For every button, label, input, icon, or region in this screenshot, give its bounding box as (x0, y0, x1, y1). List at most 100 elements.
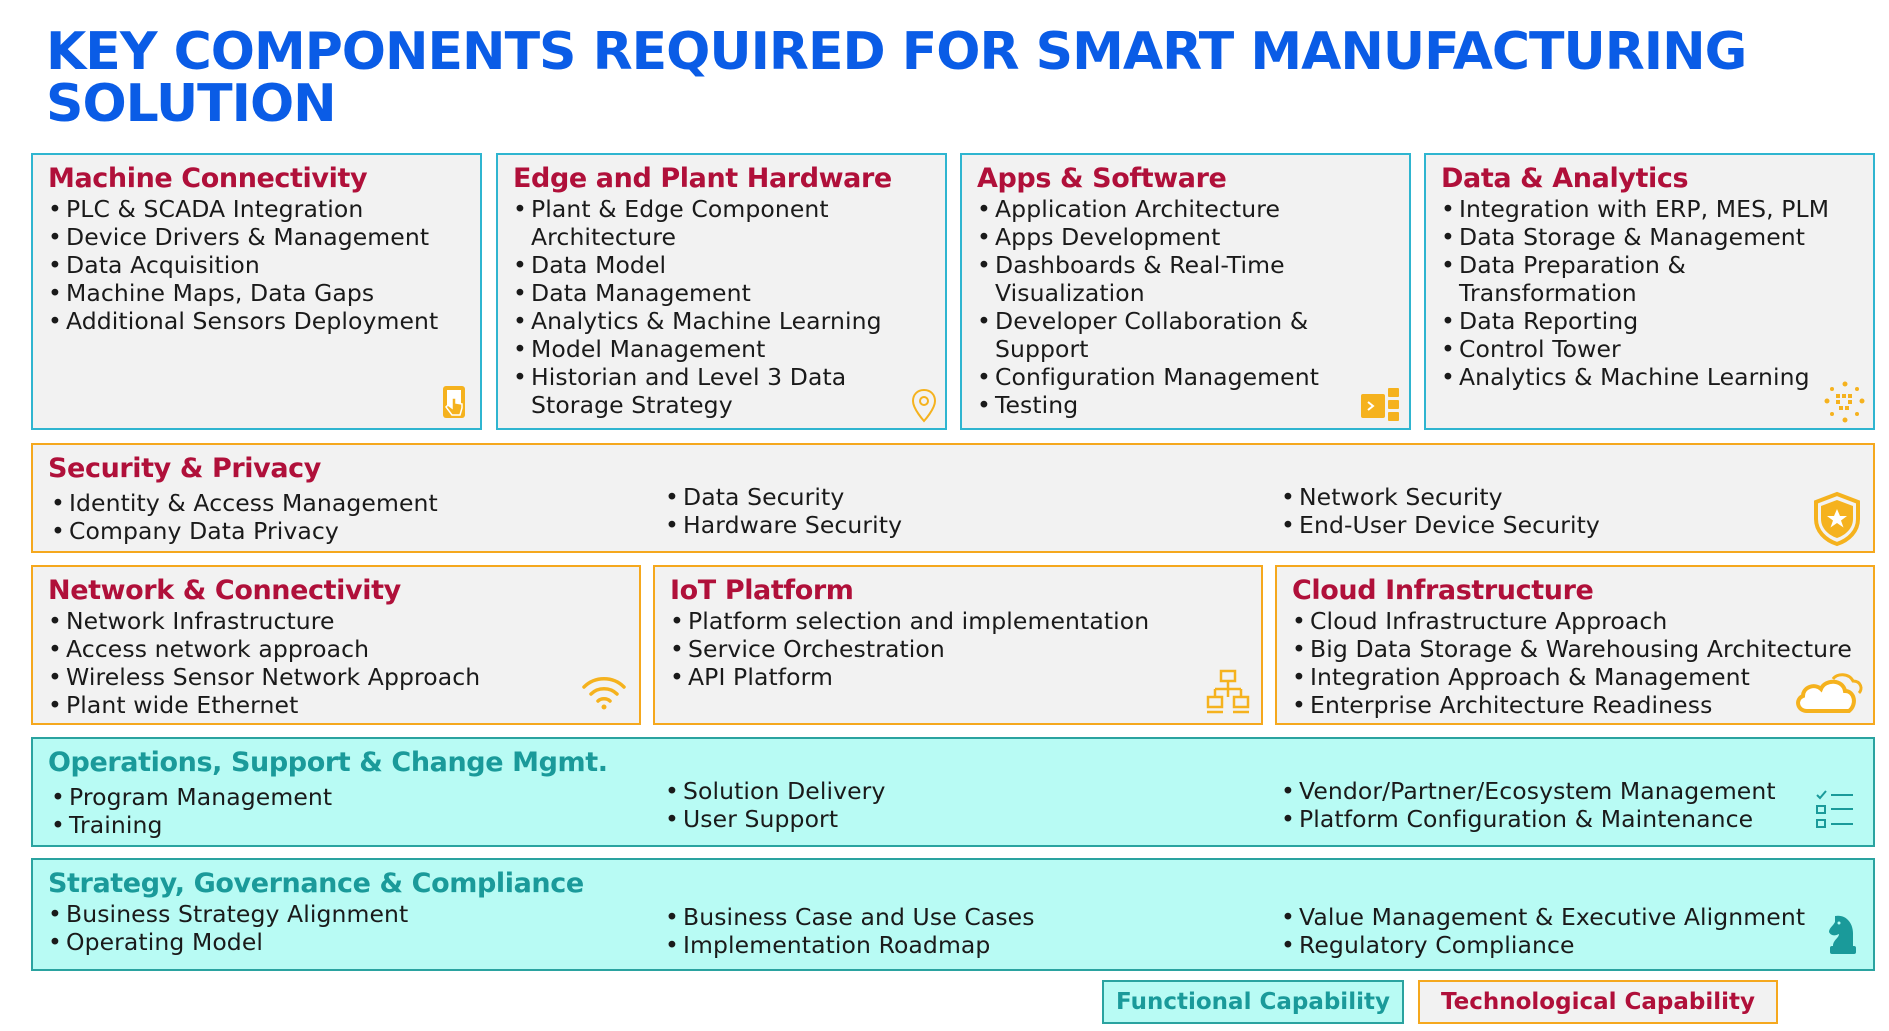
list-item: Identity & Access Management (51, 489, 438, 517)
item-list: Value Management & Executive Alignment R… (1281, 903, 1805, 959)
legend-technological-capability: Technological Capability (1418, 980, 1778, 1024)
card-heading: Strategy, Governance & Compliance (48, 868, 584, 899)
item-list: Business Strategy Alignment Operating Mo… (48, 900, 1858, 956)
list-item: PLC & SCADA Integration (48, 195, 465, 223)
legend-functional-capability: Functional Capability (1102, 980, 1404, 1024)
card-heading: IoT Platform (670, 575, 854, 606)
list-item: API Platform (670, 663, 1246, 691)
list-item: Data Acquisition (48, 251, 465, 279)
data-analytics-card: Data & Analytics Integration with ERP, M… (1424, 153, 1875, 430)
cloud-infrastructure-card: Cloud Infrastructure Cloud Infrastructur… (1275, 565, 1875, 725)
page-title: KEY COMPONENTS REQUIRED FOR SMART MANUFA… (46, 22, 1747, 134)
list-item: Value Management & Executive Alignment (1281, 903, 1805, 931)
card-heading: Operations, Support & Change Mgmt. (48, 747, 608, 778)
list-item: Machine Maps, Data Gaps (48, 279, 465, 307)
card-heading: Data & Analytics (1441, 163, 1689, 194)
location-pin-icon (911, 388, 937, 423)
iot-platform-card: IoT Platform Platform selection and impl… (653, 565, 1263, 725)
item-list: Network Infrastructure Access network ap… (48, 607, 624, 719)
item-list: Cloud Infrastructure Approach Big Data S… (1292, 607, 1858, 719)
list-item: Enterprise Architecture Readiness (1292, 691, 1858, 719)
list-item: Testing (977, 391, 1394, 419)
network-connectivity-card: Network & Connectivity Network Infrastru… (31, 565, 641, 725)
item-list: Solution Delivery User Support (665, 777, 885, 833)
list-item: Configuration Management (977, 363, 1394, 391)
tablet-touch-icon (443, 386, 465, 418)
card-heading: Cloud Infrastructure (1292, 575, 1594, 606)
list-item: Device Drivers & Management (48, 223, 465, 251)
list-item: Regulatory Compliance (1281, 931, 1805, 959)
strategy-governance-card: Strategy, Governance & Compliance Busine… (31, 858, 1875, 971)
cloud-icon (1796, 673, 1863, 713)
list-item: Dashboards & Real-Time Visualization (977, 251, 1394, 307)
list-item: Integration with ERP, MES, PLM (1441, 195, 1858, 223)
list-item: Data Storage & Management (1441, 223, 1858, 251)
list-item: Cloud Infrastructure Approach (1292, 607, 1858, 635)
item-list: Vendor/Partner/Ecosystem Management Plat… (1281, 777, 1776, 833)
operations-support-card: Operations, Support & Change Mgmt. Progr… (31, 737, 1875, 847)
list-item: Historian and Level 3 Data Storage Strat… (513, 363, 930, 419)
list-item: Hardware Security (665, 511, 902, 539)
wifi-icon (582, 677, 626, 710)
item-list: Plant & Edge Component Architecture Data… (513, 195, 930, 419)
list-item: Analytics & Machine Learning (1441, 363, 1858, 391)
list-item: Operating Model (48, 928, 1858, 956)
list-item: Data Security (665, 483, 902, 511)
chess-knight-icon (1829, 915, 1856, 954)
card-heading: Security & Privacy (48, 453, 321, 484)
list-item: Platform Configuration & Maintenance (1281, 805, 1776, 833)
edge-plant-hardware-card: Edge and Plant Hardware Plant & Edge Com… (496, 153, 947, 430)
list-item: Data Model (513, 251, 930, 279)
list-item: Platform selection and implementation (670, 607, 1246, 635)
list-item: Service Orchestration (670, 635, 1246, 663)
item-list: Business Case and Use Cases Implementati… (665, 903, 1035, 959)
shield-star-icon (1814, 491, 1860, 547)
checklist-icon (1816, 790, 1853, 828)
list-item: Model Management (513, 335, 930, 363)
list-item: Analytics & Machine Learning (513, 307, 930, 335)
column-3: Vendor/Partner/Ecosystem Management Plat… (1281, 777, 1776, 833)
list-item: Data Management (513, 279, 930, 307)
security-privacy-card: Security & Privacy Identity & Access Man… (31, 443, 1875, 553)
list-item: Apps Development (977, 223, 1394, 251)
list-item: Application Architecture (977, 195, 1394, 223)
list-item: Additional Sensors Deployment (48, 307, 465, 335)
list-item: Wireless Sensor Network Approach (48, 663, 624, 691)
list-item: Business Strategy Alignment (48, 900, 1858, 928)
list-item: Network Security (1281, 483, 1600, 511)
code-window-icon (1361, 388, 1399, 421)
list-item: Network Infrastructure (48, 607, 624, 635)
list-item: Vendor/Partner/Ecosystem Management (1281, 777, 1776, 805)
item-list: PLC & SCADA Integration Device Drivers &… (48, 195, 465, 335)
column-2: Business Case and Use Cases Implementati… (665, 903, 1035, 959)
list-item: Company Data Privacy (51, 517, 438, 545)
list-item: Program Management (51, 783, 332, 811)
card-heading: Network & Connectivity (48, 575, 401, 606)
column-3: Value Management & Executive Alignment R… (1281, 903, 1805, 959)
list-item: Solution Delivery (665, 777, 885, 805)
card-heading: Machine Connectivity (48, 163, 368, 194)
item-list: Application Architecture Apps Developmen… (977, 195, 1394, 419)
machine-connectivity-card: Machine Connectivity PLC & SCADA Integra… (31, 153, 482, 430)
list-item: User Support (665, 805, 885, 833)
binary-data-icon (1824, 381, 1865, 423)
card-heading: Edge and Plant Hardware (513, 163, 892, 194)
list-item: Developer Collaboration & Support (977, 307, 1394, 363)
column-1: Program Management Training (51, 783, 332, 839)
column-2: Data Security Hardware Security (665, 483, 902, 539)
list-item: Plant wide Ethernet (48, 691, 624, 719)
card-heading: Apps & Software (977, 163, 1227, 194)
item-list: Network Security End-User Device Securit… (1281, 483, 1600, 539)
item-list: Platform selection and implementation Se… (670, 607, 1246, 691)
list-item: Data Reporting (1441, 307, 1858, 335)
item-list: Identity & Access Management Company Dat… (51, 489, 438, 545)
list-item: Implementation Roadmap (665, 931, 1035, 959)
list-item: Control Tower (1441, 335, 1858, 363)
list-item: Big Data Storage & Warehousing Architect… (1292, 635, 1858, 663)
list-item: Business Case and Use Cases (665, 903, 1035, 931)
list-item: Training (51, 811, 332, 839)
list-item: End-User Device Security (1281, 511, 1600, 539)
item-list: Program Management Training (51, 783, 332, 839)
network-hierarchy-icon (1206, 669, 1250, 714)
list-item: Plant & Edge Component Architecture (513, 195, 930, 251)
